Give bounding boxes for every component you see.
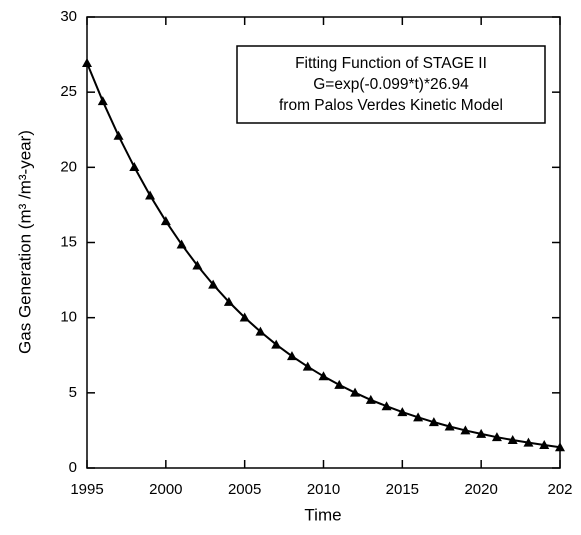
y-tick-label: 20 bbox=[60, 158, 77, 175]
marker bbox=[444, 421, 455, 431]
marker bbox=[539, 439, 550, 449]
marker bbox=[286, 351, 297, 361]
y-tick-label: 0 bbox=[69, 459, 77, 476]
marker bbox=[413, 412, 424, 422]
marker bbox=[555, 442, 565, 452]
marker bbox=[271, 339, 282, 349]
x-tick-label: 1995 bbox=[70, 481, 103, 498]
marker bbox=[192, 260, 203, 270]
annotation-line: G=exp(-0.099*t)*26.94 bbox=[313, 76, 469, 93]
marker bbox=[428, 417, 439, 427]
marker bbox=[160, 216, 171, 226]
marker bbox=[491, 432, 502, 442]
x-tick-label: 2020 bbox=[464, 481, 497, 498]
marker bbox=[97, 96, 108, 106]
y-tick-label: 30 bbox=[60, 8, 77, 25]
marker bbox=[255, 326, 266, 336]
annotation-line: Fitting Function of STAGE II bbox=[295, 55, 487, 72]
x-tick-label: 2010 bbox=[307, 481, 340, 498]
x-tick-label: 202 bbox=[547, 481, 572, 498]
marker bbox=[129, 162, 140, 172]
marker bbox=[208, 279, 219, 289]
marker bbox=[350, 387, 361, 397]
marker bbox=[302, 361, 313, 371]
marker bbox=[334, 379, 345, 389]
marker bbox=[460, 425, 471, 435]
marker bbox=[82, 58, 92, 68]
marker bbox=[239, 312, 250, 322]
marker bbox=[145, 190, 156, 200]
marker bbox=[365, 394, 376, 404]
marker bbox=[223, 296, 234, 306]
y-tick-label: 10 bbox=[60, 309, 77, 326]
marker bbox=[176, 239, 187, 249]
marker bbox=[318, 371, 329, 381]
x-tick-label: 2005 bbox=[228, 481, 261, 498]
marker bbox=[523, 437, 534, 447]
y-tick-label: 15 bbox=[60, 233, 77, 250]
annotation-box bbox=[236, 45, 546, 124]
marker bbox=[381, 401, 392, 411]
x-axis-title: Time bbox=[304, 505, 341, 524]
marker bbox=[476, 428, 487, 438]
y-tick-label: 5 bbox=[69, 384, 77, 401]
marker bbox=[507, 435, 518, 445]
marker bbox=[397, 407, 408, 417]
marker bbox=[113, 130, 124, 140]
x-tick-label: 2000 bbox=[149, 481, 182, 498]
annotation-line: from Palos Verdes Kinetic Model bbox=[279, 97, 503, 114]
y-tick-label: 25 bbox=[60, 83, 77, 100]
y-axis-title: Gas Generation (m³ /m³-year) bbox=[15, 130, 34, 354]
x-tick-label: 2015 bbox=[386, 481, 419, 498]
